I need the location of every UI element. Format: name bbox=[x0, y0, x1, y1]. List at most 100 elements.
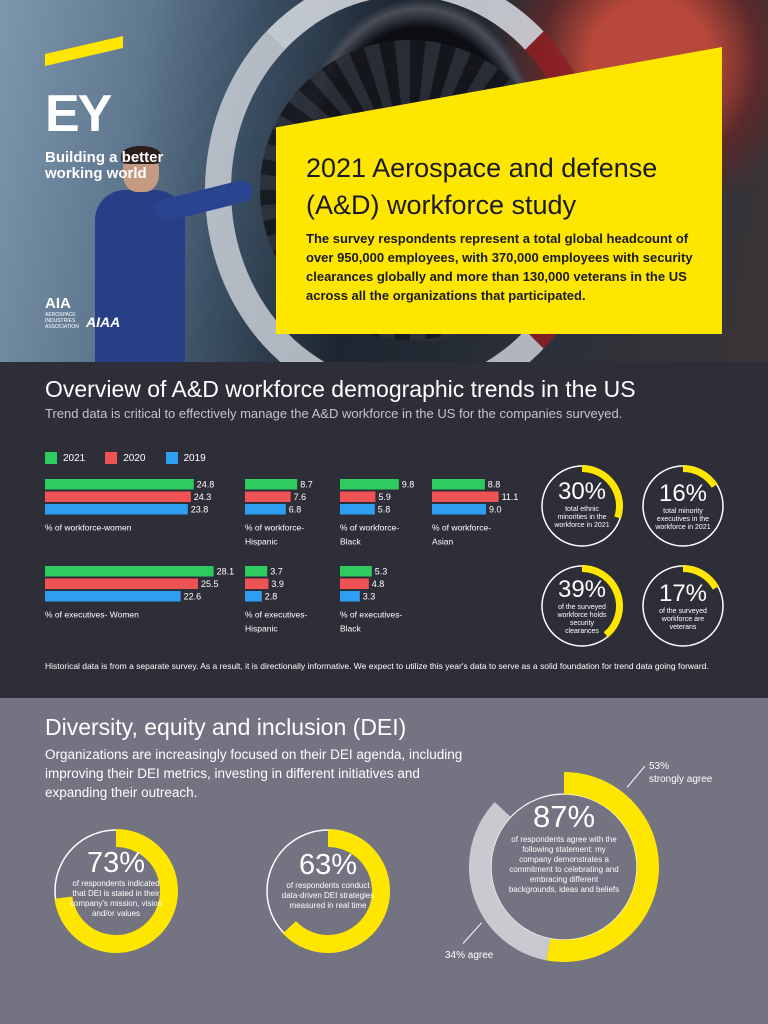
donut-ethnic-minorities: 30% total ethnic minorities in the workf… bbox=[537, 461, 627, 551]
donut-arc bbox=[581, 465, 623, 519]
bar-value-label: 8.8 bbox=[488, 480, 501, 490]
donut-ring-dei-mission bbox=[54, 829, 178, 953]
ey-logo: EY bbox=[45, 85, 112, 143]
bar-5-2019 bbox=[245, 591, 262, 602]
donut-label-ethnic: total ethnic minorities in the workforce… bbox=[554, 506, 610, 529]
donut-arc bbox=[581, 565, 623, 638]
bar-category-label: Asian bbox=[432, 537, 454, 547]
worker-photo bbox=[95, 146, 255, 362]
donut-text-ethnic: 30% total ethnic minorities in the workf… bbox=[537, 479, 627, 530]
bar-value-label: 24.3 bbox=[194, 492, 212, 502]
donut-dei-strategies: 63% of respondents conduct data-driven D… bbox=[257, 820, 399, 962]
bar-0-2019 bbox=[45, 504, 188, 515]
bar-2-2021 bbox=[340, 479, 399, 490]
bar-category-label: Hispanic bbox=[245, 537, 278, 547]
bar-1-2020 bbox=[245, 491, 291, 502]
chart-legend: 2021 2020 2019 bbox=[45, 452, 206, 464]
bar-value-label: 3.9 bbox=[271, 579, 284, 589]
callout-strongly-agree-pct: 53% bbox=[649, 761, 670, 772]
bar-category-label: % of workforce- bbox=[340, 523, 399, 533]
bar-3-2021 bbox=[432, 479, 485, 490]
bar-category-label: Black bbox=[340, 624, 362, 634]
bar-value-label: 5.8 bbox=[378, 505, 391, 515]
bar-3-2020 bbox=[432, 491, 499, 502]
donut-text-dei-strategies: 63% of respondents conduct data-driven D… bbox=[257, 850, 399, 911]
legend-label-2020: 2020 bbox=[123, 452, 146, 464]
bar-4-2021 bbox=[45, 566, 214, 577]
donut-label-dei-agree: of respondents agree with the following … bbox=[508, 835, 620, 894]
bar-5-2021 bbox=[245, 566, 268, 577]
donut-ring-minority-exec bbox=[642, 465, 724, 547]
overview-title: Overview of A&D workforce demographic tr… bbox=[45, 376, 636, 402]
bar-1-2021 bbox=[245, 479, 298, 490]
bar-4-2020 bbox=[45, 578, 198, 589]
bar-value-label: 2.8 bbox=[265, 592, 278, 602]
bar-value-label: 6.8 bbox=[289, 505, 302, 515]
bar-1-2019 bbox=[245, 504, 286, 515]
donut-ring-dei-strategies bbox=[266, 829, 390, 953]
donut-arc bbox=[54, 829, 178, 953]
page-title: 2021 Aerospace and defense (A&D) workfor… bbox=[306, 153, 658, 220]
legend-label-2021: 2021 bbox=[63, 452, 86, 464]
donut-dei-mission: 73% of respondents indicated that DEI is… bbox=[45, 820, 187, 962]
donut-dei-agree: 87% of respondents agree with the follow… bbox=[467, 770, 661, 964]
legend-label-2019: 2019 bbox=[183, 452, 206, 464]
bar-value-label: 4.8 bbox=[372, 579, 385, 589]
callout-agree: 34% agree bbox=[445, 950, 494, 961]
donut-text-veterans: 17% of the surveyed workforce are vetera… bbox=[638, 581, 728, 632]
bar-value-label: 25.5 bbox=[201, 579, 219, 589]
legend-item-2019: 2019 bbox=[165, 452, 206, 464]
bar-value-label: 7.6 bbox=[294, 492, 307, 502]
donut-minority-executives: 16% total minority executives in the wor… bbox=[638, 461, 728, 551]
donut-ring-ethnic bbox=[541, 465, 623, 547]
aia-logo-text: AIA bbox=[45, 295, 71, 312]
bar-chart: 24.8 24.3 23.8 % of workforce-women 8.7 7.6 6.… bbox=[45, 479, 518, 634]
donut-label-security: of the surveyed workforce holds security… bbox=[557, 604, 607, 635]
donut-value-security: 39% bbox=[557, 576, 607, 603]
aia-logo-full: AEROSPACE INDUSTRIES ASSOCIATION bbox=[45, 312, 79, 330]
bar-6-2019 bbox=[340, 591, 360, 602]
donut-segment-agree bbox=[469, 801, 551, 961]
bar-value-label: 3.7 bbox=[270, 567, 283, 577]
donut-value-ethnic: 30% bbox=[557, 478, 607, 505]
donut-value-veterans: 17% bbox=[658, 580, 708, 607]
bar-category-label: % of workforce- bbox=[432, 523, 491, 533]
overview-subtitle: Trend data is critical to effectively ma… bbox=[45, 406, 623, 421]
bar-6-2021 bbox=[340, 566, 372, 577]
bar-category-label: % of executives- Women bbox=[45, 610, 139, 620]
aiaa-logo: AIAA bbox=[86, 314, 121, 330]
bar-value-label: 22.6 bbox=[184, 592, 202, 602]
aia-logo: AIA AEROSPACE INDUSTRIES ASSOCIATION bbox=[45, 295, 89, 331]
dei-description: Organizations are increasingly focused o… bbox=[45, 747, 463, 800]
donut-ring-security bbox=[541, 565, 623, 647]
bar-category-label: % of workforce-women bbox=[45, 523, 132, 533]
overview-footnote: Historical data is from a separate surve… bbox=[45, 661, 709, 671]
bar-category-label: % of workforce- bbox=[245, 523, 304, 533]
bar-4-2019 bbox=[45, 591, 181, 602]
donut-arc bbox=[282, 829, 390, 953]
donut-text-minority-exec: 16% total minority executives in the wor… bbox=[638, 481, 728, 532]
bar-value-label: 5.9 bbox=[378, 492, 391, 502]
legend-swatch-2019 bbox=[165, 452, 178, 464]
donut-text-security: 39% of the surveyed workforce holds secu… bbox=[537, 577, 627, 636]
bar-value-label: 3.3 bbox=[363, 592, 376, 602]
dei-title: Diversity, equity and inclusion (DEI) bbox=[45, 714, 407, 740]
donut-value-dei-strategies: 63% bbox=[298, 849, 358, 881]
legend-swatch-2020 bbox=[105, 452, 118, 464]
donut-arc bbox=[682, 565, 719, 590]
bar-category-label: % of executives- bbox=[340, 610, 403, 620]
donut-label-minority-exec: total minority executives in the workfor… bbox=[655, 508, 711, 531]
donut-label-dei-mission: of respondents indicated that DEI is sta… bbox=[69, 879, 163, 918]
donut-arc bbox=[682, 465, 718, 488]
donut-text-dei-mission: 73% of respondents indicated that DEI is… bbox=[45, 848, 187, 919]
donut-ring-veterans bbox=[642, 565, 724, 647]
bar-3-2019 bbox=[432, 504, 486, 515]
bar-value-label: 28.1 bbox=[217, 567, 235, 577]
bar-category-label: Hispanic bbox=[245, 624, 278, 634]
bar-6-2020 bbox=[340, 578, 369, 589]
ey-tagline: Building a better working world bbox=[45, 149, 164, 182]
donut-veterans: 17% of the surveyed workforce are vetera… bbox=[638, 561, 728, 651]
bar-value-label: 24.8 bbox=[197, 480, 215, 490]
hero-description: The survey respondents represent a total… bbox=[306, 231, 693, 303]
donut-label-dei-strategies: of respondents conduct data-driven DEI s… bbox=[281, 881, 375, 910]
